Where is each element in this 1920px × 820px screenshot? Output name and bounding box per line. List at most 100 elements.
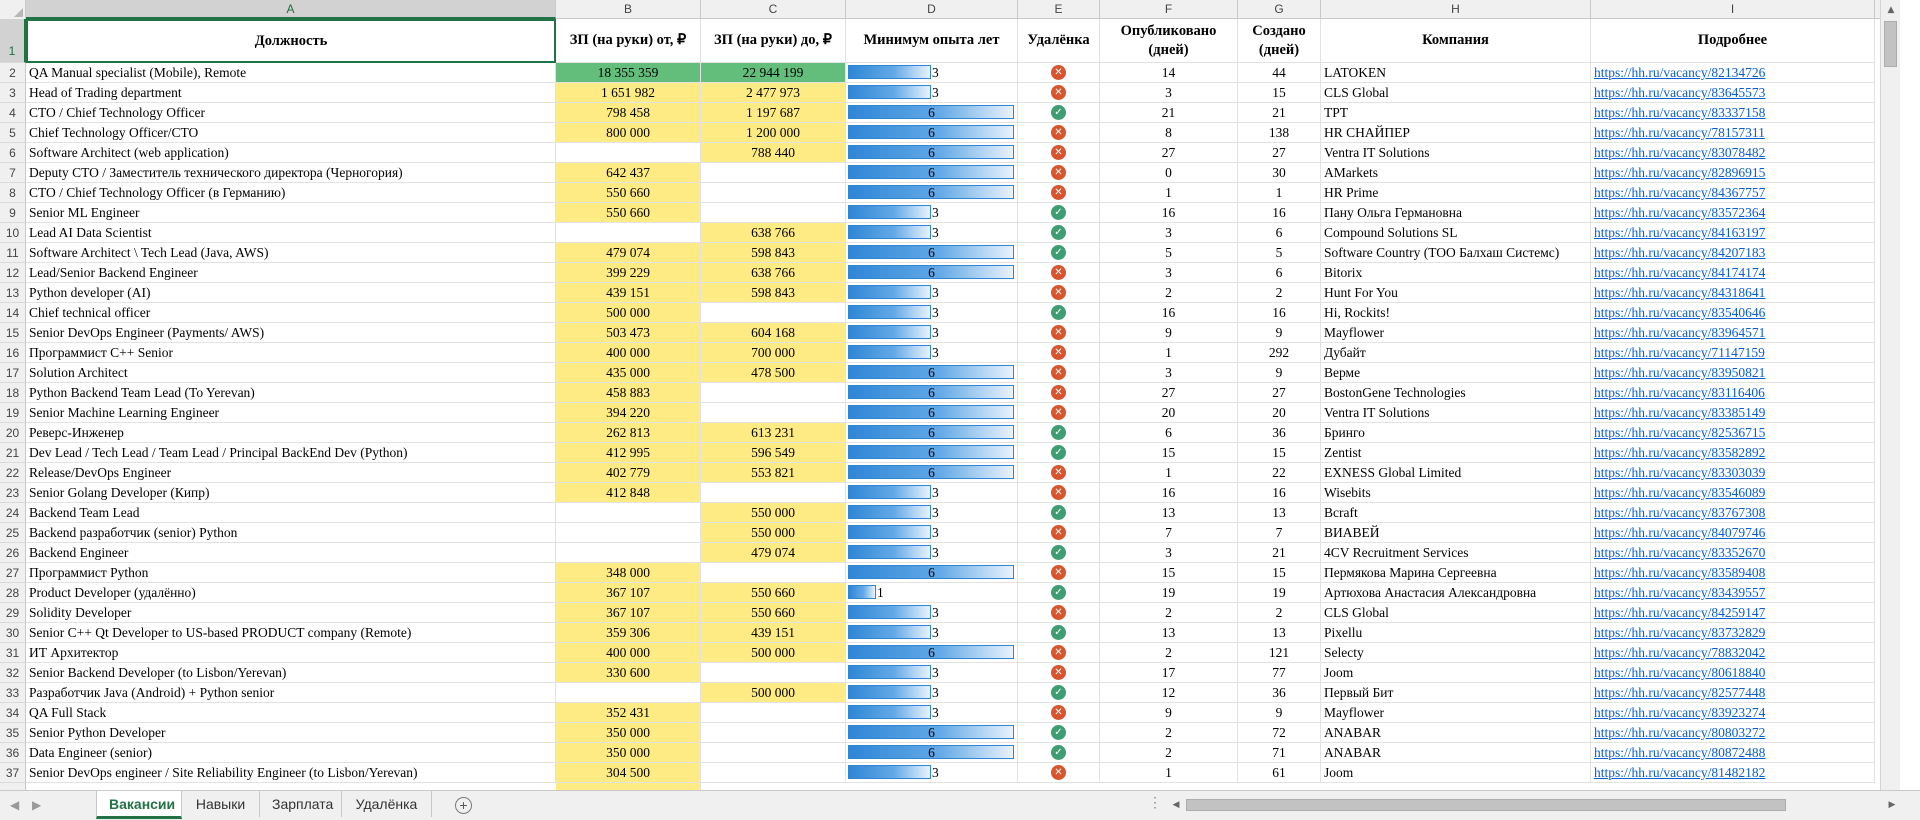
details-cell[interactable]: https://hh.ru/vacancy/83767308 [1591,503,1875,523]
salary-from-cell[interactable]: 18 355 359 [556,63,701,83]
vacancy-link[interactable]: https://hh.ru/vacancy/82536715 [1594,425,1766,440]
salary-from-cell[interactable]: 352 431 [556,703,701,723]
details-cell[interactable]: https://hh.ru/vacancy/82536715 [1591,423,1875,443]
vacancy-link[interactable]: https://hh.ru/vacancy/80872488 [1594,745,1766,760]
company-cell[interactable]: LATOKEN [1321,63,1591,83]
row-header[interactable]: 3 [0,83,26,103]
published-days-cell[interactable]: 6 [1100,423,1238,443]
min-experience-cell[interactable]: 6 [846,243,1018,263]
min-experience-cell[interactable]: 3 [846,63,1018,83]
salary-from-cell[interactable]: 348 000 [556,563,701,583]
published-days-cell[interactable]: 8 [1100,123,1238,143]
salary-from-cell[interactable]: 412 995 [556,443,701,463]
header-cell-min-exp[interactable]: Минимум опыта лет [846,19,1018,63]
salary-to-cell[interactable] [701,403,846,423]
created-days-cell[interactable]: 7 [1238,523,1321,543]
vacancy-link[interactable]: https://hh.ru/vacancy/83116406 [1594,385,1765,400]
created-days-cell[interactable]: 1 [1238,183,1321,203]
row-header[interactable]: 22 [0,463,26,483]
min-experience-cell[interactable]: 6 [846,423,1018,443]
created-days-cell[interactable]: 15 [1238,563,1321,583]
details-cell[interactable]: https://hh.ru/vacancy/80618840 [1591,663,1875,683]
published-days-cell[interactable]: 9 [1100,703,1238,723]
vacancy-link[interactable]: https://hh.ru/vacancy/84163197 [1594,225,1766,240]
job-title-cell[interactable]: QA Manual specialist (Mobile), Remote [26,63,556,83]
details-cell[interactable]: https://hh.ru/vacancy/83582892 [1591,443,1875,463]
min-experience-cell[interactable]: 6 [846,643,1018,663]
sheet-tab[interactable]: Навыки [182,791,260,817]
vacancy-link[interactable]: https://hh.ru/vacancy/83540646 [1594,305,1766,320]
job-title-cell[interactable]: Python developer (AI) [26,283,556,303]
created-days-cell[interactable]: 16 [1238,303,1321,323]
vacancy-link[interactable]: https://hh.ru/vacancy/83546089 [1594,485,1766,500]
job-title-cell[interactable]: Chief technical officer [26,303,556,323]
created-days-cell[interactable]: 22 [1238,463,1321,483]
job-title-cell[interactable]: Deputy CTO / Заместитель технического ди… [26,163,556,183]
details-cell[interactable]: https://hh.ru/vacancy/83964571 [1591,323,1875,343]
created-days-cell[interactable]: 9 [1238,363,1321,383]
min-experience-cell[interactable]: 6 [846,443,1018,463]
salary-from-cell[interactable]: 479 074 [556,243,701,263]
column-header-d[interactable]: D [846,0,1018,19]
header-cell-remote[interactable]: Удалёнка [1018,19,1100,63]
company-cell[interactable]: Wisebits [1321,483,1591,503]
job-title-cell[interactable]: Data Engineer (senior) [26,743,556,763]
vacancy-link[interactable]: https://hh.ru/vacancy/80618840 [1594,665,1766,680]
vertical-scrollbar[interactable]: ▲ [1880,0,1900,790]
company-cell[interactable]: Mayflower [1321,323,1591,343]
published-days-cell[interactable]: 27 [1100,383,1238,403]
salary-from-cell[interactable] [556,143,701,163]
details-cell[interactable]: https://hh.ru/vacancy/83950821 [1591,363,1875,383]
vacancy-link[interactable]: https://hh.ru/vacancy/83645573 [1594,85,1766,100]
details-cell[interactable]: https://hh.ru/vacancy/84163197 [1591,223,1875,243]
remote-cell[interactable]: ✕ [1018,283,1100,303]
header-cell-salary-from[interactable]: ЗП (на руки) от, ₽ [556,19,701,63]
company-cell[interactable]: Zentist [1321,443,1591,463]
created-days-cell[interactable]: 20 [1238,403,1321,423]
row-header[interactable]: 33 [0,683,26,703]
vacancy-link[interactable]: https://hh.ru/vacancy/83385149 [1594,405,1766,420]
job-title-cell[interactable]: Senior Backend Developer (to Lisbon/Yere… [26,663,556,683]
salary-from-cell[interactable] [556,783,701,790]
row-header[interactable]: 5 [0,123,26,143]
min-experience-cell[interactable]: 3 [846,763,1018,783]
company-cell[interactable]: HR Prime [1321,183,1591,203]
salary-to-cell[interactable]: 638 766 [701,263,846,283]
vacancy-link[interactable]: https://hh.ru/vacancy/83964571 [1594,325,1766,340]
vacancy-link[interactable]: https://hh.ru/vacancy/83923274 [1594,705,1766,720]
remote-cell[interactable]: ✕ [1018,703,1100,723]
job-title-cell[interactable]: Chief Technology Officer/CTO [26,123,556,143]
column-header-c[interactable]: C [701,0,846,19]
min-experience-cell[interactable]: 3 [846,623,1018,643]
created-days-cell[interactable]: 77 [1238,663,1321,683]
salary-to-cell[interactable]: 550 660 [701,603,846,623]
company-cell[interactable]: Bitorix [1321,263,1591,283]
published-days-cell[interactable]: 17 [1100,663,1238,683]
company-cell[interactable]: ВИАВЕЙ [1321,523,1591,543]
details-cell[interactable]: https://hh.ru/vacancy/83352670 [1591,543,1875,563]
min-experience-cell[interactable]: 3 [846,83,1018,103]
column-header-f[interactable]: F [1100,0,1238,19]
min-experience-cell[interactable]: 6 [846,263,1018,283]
min-experience-cell[interactable]: 6 [846,143,1018,163]
salary-to-cell[interactable] [701,483,846,503]
salary-to-cell[interactable]: 550 000 [701,523,846,543]
job-title-cell[interactable]: Senior C++ Qt Developer to US-based PROD… [26,623,556,643]
salary-from-cell[interactable]: 359 306 [556,623,701,643]
row-header[interactable]: 34 [0,703,26,723]
created-days-cell[interactable]: 15 [1238,83,1321,103]
min-experience-cell[interactable]: 3 [846,483,1018,503]
salary-to-cell[interactable]: 500 000 [701,683,846,703]
job-title-cell[interactable]: Backend Team Lead [26,503,556,523]
salary-from-cell[interactable] [556,503,701,523]
row-header[interactable]: 28 [0,583,26,603]
job-title-cell[interactable]: Senior ML Engineer [26,203,556,223]
created-days-cell[interactable]: 21 [1238,543,1321,563]
details-cell[interactable]: https://hh.ru/vacancy/81482182 [1591,763,1875,783]
company-cell[interactable]: Бринго [1321,423,1591,443]
min-experience-cell[interactable]: 3 [846,503,1018,523]
min-experience-cell[interactable]: 6 [846,463,1018,483]
salary-to-cell[interactable]: 598 843 [701,243,846,263]
row-header[interactable]: 37 [0,763,26,783]
row-header[interactable]: 16 [0,343,26,363]
